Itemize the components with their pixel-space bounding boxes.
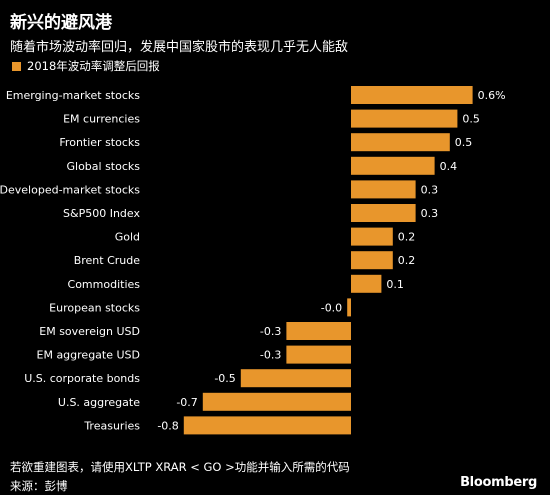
chart-legend: 2018年波动率调整后回报	[12, 58, 160, 74]
category-label: Global stocks	[66, 160, 140, 173]
page-subtitle: 随着市场波动率回归，发展中国家股市的表现几乎无人能敌	[10, 40, 349, 55]
category-label: EM aggregate USD	[37, 349, 141, 362]
category-label: U.S. corporate bonds	[24, 372, 140, 385]
bar	[351, 133, 450, 152]
footnote: 若欲重建图表，请使用XLTP XRAR < GO >功能并输入所需的代码	[10, 460, 350, 474]
category-label: S&P500 Index	[63, 207, 140, 220]
category-label: Brent Crude	[74, 254, 141, 267]
bar	[351, 109, 458, 128]
bar	[351, 156, 435, 175]
category-label: EM currencies	[63, 113, 140, 126]
bar	[183, 416, 351, 435]
data-label: 0.2	[398, 231, 416, 244]
data-label: 0.5	[462, 113, 480, 126]
data-label: 0.3	[421, 207, 439, 220]
bar	[240, 369, 351, 388]
category-label: Gold	[115, 231, 140, 244]
bar	[351, 251, 393, 270]
data-label: -0.8	[157, 419, 178, 432]
data-label: 0.5	[455, 136, 473, 149]
bar	[347, 298, 351, 317]
bar	[351, 204, 416, 222]
category-label: Emerging-market stocks	[6, 89, 140, 102]
legend-swatch	[12, 61, 21, 71]
data-label: -0.5	[214, 372, 235, 385]
category-label: Treasuries	[83, 419, 140, 432]
data-label: -0.7	[176, 396, 197, 409]
category-label: EM sovereign USD	[39, 325, 140, 338]
data-label: 0.4	[440, 160, 458, 173]
category-label: Commodities	[68, 278, 141, 291]
page-title: 新兴的避风港	[10, 13, 112, 33]
data-label: -0.0	[321, 301, 342, 314]
bloomberg-logo: Bloomberg	[460, 475, 537, 490]
source-note: 来源：彭博	[10, 479, 68, 493]
category-label: Developed-market stocks	[0, 183, 140, 196]
legend-label: 2018年波动率调整后回报	[27, 59, 160, 73]
bar	[286, 322, 351, 340]
data-label: -0.3	[260, 325, 281, 338]
bar	[286, 345, 351, 364]
data-label: 0.2	[398, 254, 416, 267]
bar	[202, 392, 351, 411]
category-label: Frontier stocks	[59, 136, 140, 149]
bar	[351, 180, 416, 199]
bar	[351, 274, 382, 293]
bar	[351, 227, 393, 246]
category-label: European stocks	[49, 301, 140, 314]
data-label: 0.6%	[478, 89, 506, 102]
category-label: U.S. aggregate	[58, 396, 140, 409]
data-label: 0.1	[386, 278, 404, 291]
bar	[351, 86, 473, 104]
data-label: -0.3	[260, 349, 281, 362]
data-label: 0.3	[421, 183, 439, 196]
